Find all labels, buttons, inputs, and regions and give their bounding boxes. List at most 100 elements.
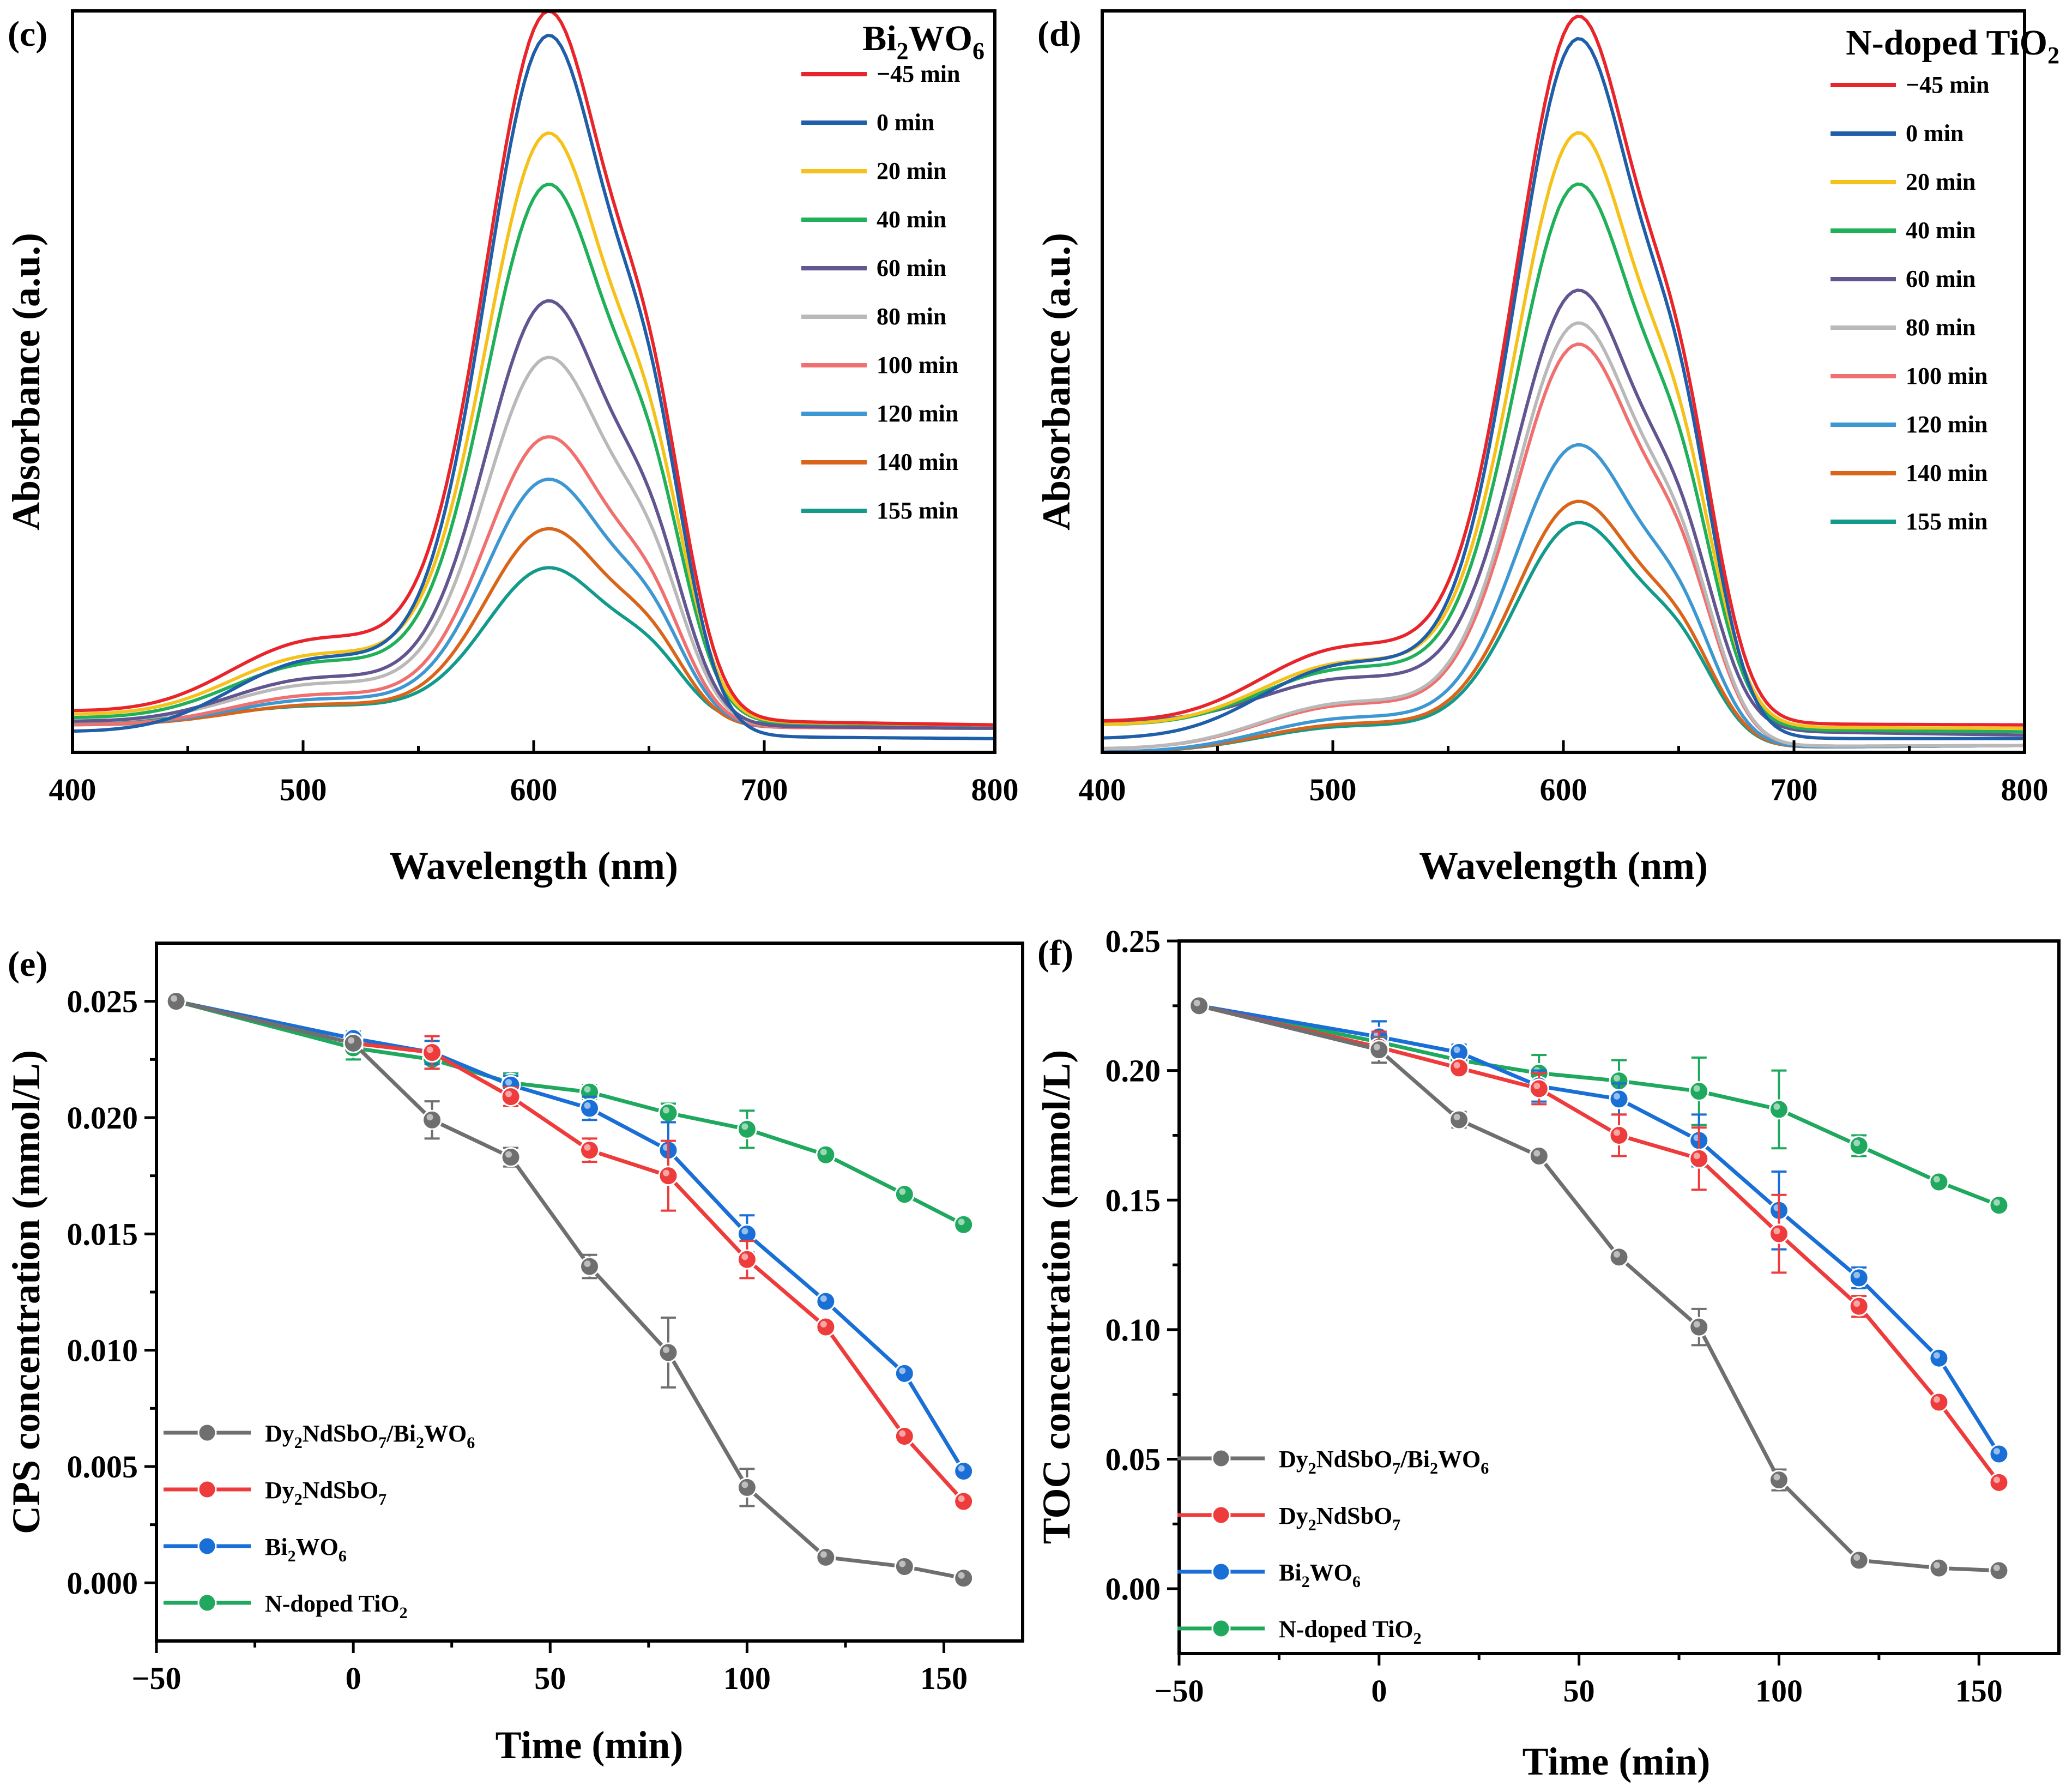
panel-e-point-dy2ndsbo7 [894, 1426, 915, 1447]
panel-c-xtick-label-400: 400 [49, 772, 96, 807]
panel-e-ytick-label-5: 0.025 [67, 984, 138, 1019]
panel-f-legend-marker-bi2wo6 [1211, 1562, 1231, 1582]
panel-e-point-dy2ndsbo7-bi2wo6 [166, 991, 186, 1012]
panel-e-point-dy2ndsbo7-bi2wo6 [658, 1342, 679, 1363]
panel-e-x-axis-title: Time (min) [496, 1723, 684, 1767]
panel-f-point-dy2ndsbo7-bi2wo6 [1768, 1470, 1789, 1491]
panel-f-point-dy2ndsbo7-bi2wo6 [1529, 1145, 1549, 1166]
panel-e-point-dy2ndsbo7 [953, 1491, 974, 1512]
panel-c-xtick-label-500: 500 [280, 772, 327, 807]
panel-c-legend: −45 min 0 min 20 min 40 min 60 min 80 min 100 … [801, 61, 960, 524]
panel-e-point-bi2wo6 [579, 1098, 600, 1119]
panel-f-point-highlight [1853, 1300, 1860, 1307]
panel-f-point-n-doped-tio2 [1848, 1135, 1869, 1156]
panel-e-line-n-doped-tio2 [176, 999, 965, 1227]
panel-d-legend-label-100-min: 100 min [1906, 363, 1988, 389]
panel-e-point-highlight [584, 1144, 591, 1151]
panel-f-point-highlight [1453, 1113, 1460, 1120]
panel-d-xtick-label-600: 600 [1540, 772, 1587, 807]
panel-f-point-highlight [1933, 1176, 1940, 1183]
panel-e-xtick-label-50: 50 [534, 1661, 566, 1696]
panel-f-point-dy2ndsbo7-bi2wo6 [1929, 1558, 1949, 1578]
panel-f-point-highlight [1533, 1082, 1541, 1089]
panel-d-legend-label-80-min: 80 min [1906, 314, 1976, 341]
panel-f-point-dy2ndsbo7-bi2wo6 [1189, 995, 1210, 1016]
panel-d-legend-label-20-min: 20 min [1906, 168, 1976, 195]
panel-e-xtick-label-100: 100 [723, 1661, 771, 1696]
panel-f-point-dy2ndsbo7 [1449, 1058, 1470, 1078]
panel-f-point-dy2ndsbo7 [1689, 1148, 1709, 1169]
panel-e-point-n-doped-tio2 [736, 1119, 757, 1139]
panel-f-point-highlight [1933, 1562, 1940, 1569]
panel-e-ytick-label-4: 0.020 [67, 1100, 138, 1136]
panel-f-line-n-doped-tio2 [1199, 1004, 2000, 1208]
panel-d-legend-label-45-min: −45 min [1906, 71, 1989, 98]
panel-e-point-dy2ndsbo7-bi2wo6 [343, 1033, 364, 1053]
panel-d-legend-label-0-min: 0 min [1906, 120, 1964, 147]
panel-c-x-ticks: 400 500 600 700 800 [49, 740, 1019, 807]
panel-e-legend: Dy2NdSbO7/Bi2WO6 Dy2NdSbO7 Bi2WO6 N-doped T… [164, 1420, 475, 1622]
panel-e-point-highlight [584, 1260, 591, 1268]
panel-f-xtick-label-0: 0 [1371, 1673, 1387, 1709]
panel-f-point-dy2ndsbo7-bi2wo6 [1369, 1040, 1390, 1060]
panel-e-label: (e) [8, 944, 47, 984]
panel-d-xtick-label-500: 500 [1309, 772, 1357, 807]
panel-e-line-bi2wo6 [176, 999, 965, 1473]
panel-e-point-highlight [899, 1188, 906, 1195]
panel-c-legend-label-0-min: 0 min [877, 109, 934, 136]
panel-e-point-dy2ndsbo7 [736, 1249, 757, 1270]
panel-e-legend-marker-dy2ndsbo7-bi2wo6 [197, 1423, 217, 1443]
panel-e-point-highlight [958, 1218, 965, 1226]
panel-e-point-bi2wo6 [815, 1291, 836, 1312]
panel-f-point-dy2ndsbo7 [1529, 1078, 1549, 1099]
panel-e-point-bi2wo6 [953, 1461, 974, 1482]
panel-e-y-axis-title: CPS concentration (mmol/L) [4, 1050, 48, 1534]
panel-e-point-highlight [662, 1169, 669, 1176]
panel-c-legend-label-80-min: 80 min [877, 303, 946, 330]
panel-c-legend-label-140-min: 140 min [877, 449, 958, 475]
panel-e-point-highlight [741, 1228, 748, 1235]
panel-f-point-bi2wo6 [1848, 1268, 1869, 1288]
panel-e-point-highlight [662, 1107, 669, 1114]
panel-c-plot-area [72, 9, 995, 740]
panel-e-point-highlight [426, 1114, 433, 1121]
panel-f-legend-label-dy2ndsbo7-bi2wo6: Dy2NdSbO7/Bi2WO6 [1279, 1446, 1489, 1477]
panel-f-point-dy2ndsbo7 [1609, 1125, 1629, 1145]
panel-d: (d) 400 500 600 700 800 Wavelength (nm) Abso… [1035, 9, 2059, 888]
panel-e-point-n-doped-tio2 [658, 1102, 679, 1123]
panel-e-point-dy2ndsbo7-bi2wo6 [579, 1256, 600, 1277]
panel-f-plot-area [1189, 995, 2009, 1581]
panel-f-axes-frame [1177, 939, 2061, 1655]
panel-d-x-axis-title: Wavelength (nm) [1419, 844, 1708, 888]
panel-e-point-n-doped-tio2 [894, 1184, 915, 1205]
panel-e-point-dy2ndsbo7 [658, 1166, 679, 1186]
panel-e-point-dy2ndsbo7 [815, 1317, 836, 1337]
panel-f-ytick-label-1: 0.05 [1106, 1442, 1161, 1477]
panel-f-line-dy2ndsbo7 [1198, 1004, 2001, 1484]
panel-c-legend-label-60-min: 60 min [877, 255, 946, 281]
panel-e-point-highlight [899, 1560, 906, 1567]
panel-f-line-bi2wo6 [1199, 1004, 2001, 1455]
panel-f-legend-marker-dy2ndsbo7 [1211, 1505, 1231, 1525]
panel-f-legend-marker-dy2ndsbo7-bi2wo6 [1211, 1449, 1231, 1468]
panel-e-legend-marker-dy2ndsbo7 [197, 1480, 217, 1499]
panel-e-point-highlight [505, 1151, 512, 1158]
panel-f-point-highlight [1853, 1139, 1860, 1147]
panel-f-xtick-label-50: 50 [1563, 1673, 1595, 1709]
panel-f-ytick-label-0: 0.00 [1106, 1571, 1161, 1607]
panel-e-point-dy2ndsbo7 [579, 1140, 600, 1161]
panel-f-point-highlight [1773, 1228, 1780, 1235]
panel-e-point-highlight [820, 1321, 827, 1328]
panel-e-ytick-label-2: 0.010 [67, 1333, 138, 1368]
panel-f-point-highlight [1693, 1321, 1700, 1328]
panel-c: (c) 400 500 600 700 800 Wavelength (nm) Abso… [4, 9, 1019, 888]
panel-e-legend-marker-bi2wo6 [197, 1536, 217, 1556]
panel-f-legend-label-n-doped-tio2: N-doped TiO2 [1279, 1616, 1422, 1648]
panel-c-xtick-label-700: 700 [741, 772, 788, 807]
panel-c-curve-45-min [72, 9, 995, 727]
panel-c-label: (c) [8, 14, 47, 54]
panel-c-curve-0-min [72, 33, 995, 740]
panel-f-xtick-label-100: 100 [1755, 1673, 1803, 1709]
panel-e-point-n-doped-tio2 [953, 1214, 974, 1235]
